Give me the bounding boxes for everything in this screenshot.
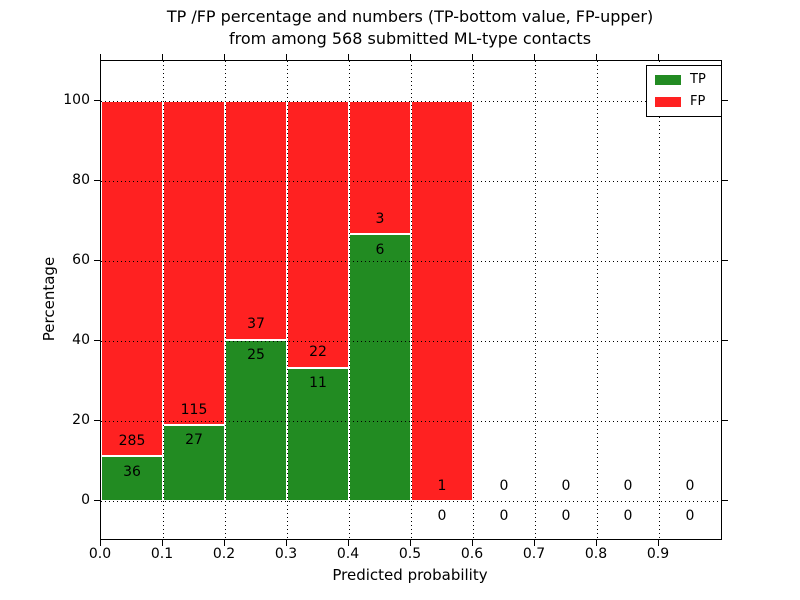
x-tick-label: 0.2 xyxy=(212,546,236,562)
y-tickmark-left xyxy=(94,340,100,341)
x-tickmark-bottom xyxy=(348,540,349,546)
y-tickmark-right xyxy=(722,100,728,101)
tp-bar xyxy=(349,234,411,501)
fp-count-label: 0 xyxy=(561,477,571,494)
x-tick-label: 0.9 xyxy=(646,546,670,562)
x-tickmark-top xyxy=(534,54,535,60)
chart-title-line1: TP /FP percentage and numbers (TP-bottom… xyxy=(166,7,654,26)
y-tick-label: 40 xyxy=(72,332,90,348)
x-tickmark-top xyxy=(658,54,659,60)
fp-count-label: 0 xyxy=(623,477,633,494)
tp-count-label: 11 xyxy=(309,375,327,392)
x-tickmark-bottom xyxy=(658,540,659,546)
x-tick-label: 0.6 xyxy=(460,546,484,562)
x-tick-label: 0.3 xyxy=(274,546,298,562)
tp-count-label: 0 xyxy=(685,508,695,525)
tp-count-label: 0 xyxy=(437,508,447,525)
fp-count-label: 0 xyxy=(685,477,695,494)
legend-swatch-fp xyxy=(655,97,681,107)
chart-title-line2: from among 568 submitted ML-type contact… xyxy=(228,29,592,48)
y-tick-label: 0 xyxy=(81,492,90,508)
y-tickmark-left xyxy=(94,180,100,181)
x-tickmark-bottom xyxy=(534,540,535,546)
x-tickmark-top xyxy=(286,54,287,60)
plot-area: 285 36 115 27 37 25 22 11 3 6 1 0 0 0 0 0 0 0 0 0 xyxy=(100,60,722,540)
fp-count-label: 3 xyxy=(375,210,385,227)
y-tickmark-left xyxy=(94,100,100,101)
x-tickmark-top xyxy=(348,54,349,60)
tp-bar xyxy=(163,424,225,501)
x-tickmark-bottom xyxy=(472,540,473,546)
x-tick-label: 0.1 xyxy=(150,546,174,562)
x-tickmark-top xyxy=(410,54,411,60)
fp-count-label: 115 xyxy=(180,401,208,418)
y-tickmark-left xyxy=(94,420,100,421)
x-tick-label: 0.5 xyxy=(398,546,422,562)
fp-bar xyxy=(349,101,411,235)
x-tickmark-bottom xyxy=(286,540,287,546)
tp-count-label: 27 xyxy=(185,432,203,449)
y-tickmark-right xyxy=(722,180,728,181)
x-tickmark-top xyxy=(472,54,473,60)
fp-count-label: 37 xyxy=(247,316,265,333)
tp-count-label: 0 xyxy=(499,508,509,525)
y-axis-label: Percentage xyxy=(40,256,58,342)
tp-count-label: 25 xyxy=(247,347,265,364)
y-tickmark-left xyxy=(94,500,100,501)
legend-entry: TP xyxy=(655,73,713,87)
legend: TP FP xyxy=(646,65,722,117)
y-tickmark-right xyxy=(722,420,728,421)
x-tickmark-bottom xyxy=(100,540,101,546)
x-tickmark-bottom xyxy=(224,540,225,546)
x-tickmark-top xyxy=(224,54,225,60)
tp-count-label: 0 xyxy=(561,508,571,525)
tp-count-label: 0 xyxy=(623,508,633,525)
x-tick-label: 0.4 xyxy=(336,546,360,562)
y-tickmark-right xyxy=(722,500,728,501)
x-tickmark-bottom xyxy=(162,540,163,546)
fp-count-label: 285 xyxy=(118,432,146,449)
x-tick-label: 0.0 xyxy=(88,546,112,562)
tp-count-label: 36 xyxy=(123,463,141,480)
y-tickmark-right xyxy=(722,260,728,261)
legend-label-tp: TP xyxy=(690,72,706,87)
y-tick-label: 60 xyxy=(72,252,90,268)
x-tickmark-top xyxy=(100,54,101,60)
tp-bar xyxy=(225,339,287,501)
fp-bar xyxy=(101,101,163,457)
x-tickmark-top xyxy=(596,54,597,60)
fp-count-label: 0 xyxy=(499,477,509,494)
tp-count-label: 6 xyxy=(375,241,385,258)
fp-bar xyxy=(287,101,349,368)
fp-count-label: 1 xyxy=(437,477,447,494)
y-tickmark-left xyxy=(94,260,100,261)
x-axis-label: Predicted probability xyxy=(332,566,488,584)
y-tick-label: 80 xyxy=(72,172,90,188)
chart-title: TP /FP percentage and numbers (TP-bottom… xyxy=(100,6,720,50)
legend-swatch-tp xyxy=(655,75,681,85)
x-tickmark-bottom xyxy=(410,540,411,546)
y-tickmark-right xyxy=(722,340,728,341)
fp-bar xyxy=(225,101,287,340)
tp-bar xyxy=(101,456,163,501)
tp-bar xyxy=(287,367,349,501)
x-tick-label: 0.8 xyxy=(584,546,608,562)
legend-entry: FP xyxy=(655,95,713,109)
x-tickmark-bottom xyxy=(596,540,597,546)
legend-label-fp: FP xyxy=(690,94,706,109)
bar-labels-layer: 285 36 115 27 37 25 22 11 3 6 1 0 0 0 0 0 0 0 0 0 xyxy=(101,61,721,539)
y-tick-label: 100 xyxy=(63,92,90,108)
x-tickmark-top xyxy=(162,54,163,60)
bars-layer xyxy=(101,61,721,539)
x-tick-label: 0.7 xyxy=(522,546,546,562)
y-tick-label: 20 xyxy=(72,412,90,428)
fp-count-label: 22 xyxy=(309,344,327,361)
